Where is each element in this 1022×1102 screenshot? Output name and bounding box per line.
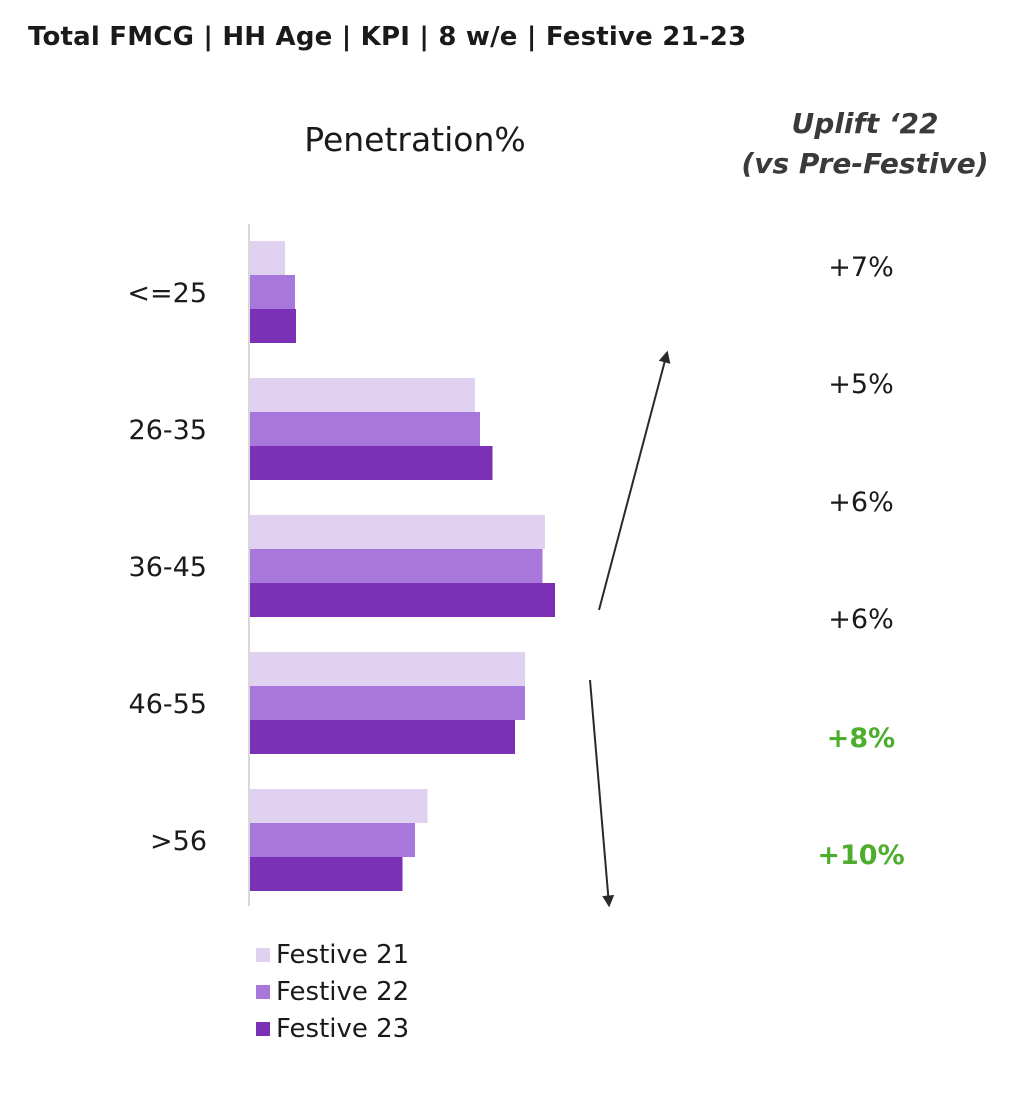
up-arrow-annotation	[598, 350, 671, 611]
legend-item: Festive 22	[256, 973, 409, 1010]
bar->56-festive-22	[250, 823, 415, 857]
uplift-value: +6%	[828, 604, 894, 635]
uplift-header-line2: (vs Pre-Festive)	[741, 147, 989, 180]
legend-label: Festive 22	[276, 976, 410, 1007]
legend-swatch	[256, 947, 270, 962]
legend-item: Festive 21	[256, 936, 409, 973]
bar-36-45-festive-23	[250, 583, 555, 617]
bar-46-55-festive-23	[250, 720, 515, 754]
uplift-header-line1: Uplift ‘22	[791, 107, 939, 140]
uplift-value: +8%	[826, 723, 896, 754]
bar->56-festive-23	[250, 857, 403, 891]
category-label: <=25	[127, 278, 207, 309]
bar-26-35-festive-22	[250, 412, 480, 446]
chart-title: Penetration%	[304, 120, 526, 159]
uplift-value: +10%	[817, 840, 905, 871]
uplift-header: Uplift ‘22 (vs Pre-Festive)	[720, 104, 1010, 184]
legend-swatch	[256, 1021, 270, 1036]
legend-label: Festive 23	[276, 1013, 410, 1044]
legend: Festive 21 Festive 22 Festive 23	[256, 936, 409, 1047]
category-label: 46-55	[129, 689, 207, 720]
bar-<=25-festive-22	[250, 275, 295, 309]
uplift-value: +6%	[828, 487, 894, 518]
bar-<=25-festive-23	[250, 309, 296, 343]
bar->56-festive-21	[250, 789, 428, 823]
bar-26-35-festive-21	[250, 378, 475, 412]
bar-46-55-festive-21	[250, 652, 525, 686]
bar-26-35-festive-23	[250, 446, 493, 480]
uplift-value: +7%	[828, 252, 894, 283]
category-label: 26-35	[129, 415, 207, 446]
bar-46-55-festive-22	[250, 686, 525, 720]
legend-label: Festive 21	[276, 939, 410, 970]
category-label: >56	[150, 826, 207, 857]
bar-36-45-festive-22	[250, 549, 543, 583]
bar-<=25-festive-21	[250, 241, 285, 275]
down-arrow-annotation	[589, 679, 615, 908]
uplift-value: +5%	[828, 369, 894, 400]
page-title: Total FMCG | HH Age | KPI | 8 w/e | Fest…	[28, 22, 747, 52]
category-label: 36-45	[129, 552, 207, 583]
bar-36-45-festive-21	[250, 515, 545, 549]
legend-swatch	[256, 984, 270, 999]
legend-item: Festive 23	[256, 1010, 409, 1047]
